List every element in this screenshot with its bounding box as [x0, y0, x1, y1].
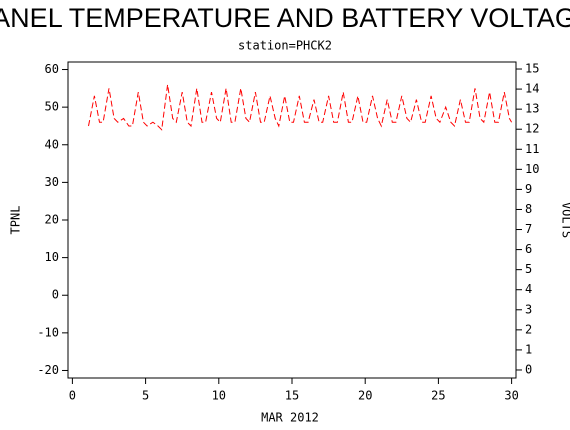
x-tick-label: 10 — [212, 389, 226, 403]
y2-tick-label: 4 — [525, 282, 532, 296]
chart-title: PANEL TEMPERATURE AND BATTERY VOLTAGE — [0, 3, 570, 33]
y-tick-label: 40 — [45, 137, 59, 151]
y2-tick-label: 10 — [525, 162, 539, 176]
y2-tick-label: 7 — [525, 222, 532, 236]
x-tick-label: 25 — [431, 389, 445, 403]
y2-axis-label: VOLTS — [560, 202, 570, 238]
y2-tick-label: 11 — [525, 142, 539, 156]
y-tick-label: 50 — [45, 100, 59, 114]
y-tick-label: -20 — [37, 363, 59, 377]
y2-tick-label: 6 — [525, 242, 532, 256]
y2-tick-label: 15 — [525, 62, 539, 76]
x-axis-label: MAR 2012 — [261, 411, 319, 425]
y2-tick-label: 5 — [525, 262, 532, 276]
y2-tick-label: 2 — [525, 322, 532, 336]
y2-tick-label: 1 — [525, 342, 532, 356]
chart-subtitle: station=PHCK2 — [238, 39, 332, 53]
y2-tick-label: 14 — [525, 82, 539, 96]
y2-tick-label: 13 — [525, 102, 539, 116]
x-tick-label: 15 — [285, 389, 299, 403]
y2-tick-label: 0 — [525, 362, 532, 376]
x-tick-label: 20 — [358, 389, 372, 403]
y-tick-label: 60 — [45, 62, 59, 76]
y-tick-label: -10 — [37, 325, 59, 339]
x-tick-label: 5 — [142, 389, 149, 403]
y-axis-label: TPNL — [9, 206, 23, 235]
y-tick-label: 20 — [45, 213, 59, 227]
data-line — [88, 84, 513, 131]
y2-tick-label: 8 — [525, 202, 532, 216]
y-tick-label: 10 — [45, 250, 59, 264]
x-tick-label: 0 — [69, 389, 76, 403]
x-tick-label: 30 — [504, 389, 518, 403]
y2-tick-label: 9 — [525, 182, 532, 196]
y-tick-label: 30 — [45, 175, 59, 189]
y2-tick-label: 3 — [525, 302, 532, 316]
y-tick-label: 0 — [52, 288, 59, 302]
y2-tick-label: 12 — [525, 122, 539, 136]
